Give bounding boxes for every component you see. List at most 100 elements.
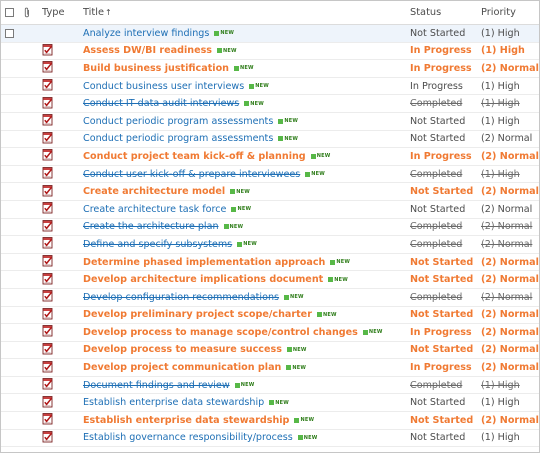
task-row[interactable]: Develop process to measure success NEW N… [1,342,539,360]
task-title-link[interactable]: Conduct project team kick-off & planning [83,150,306,162]
task-title-link[interactable]: Determine phased implementation approach [83,256,326,268]
task-row[interactable]: Create the architecture plan NEW Complet… [1,219,539,237]
type-cell [42,377,72,394]
task-title-link[interactable]: Establish enterprise data stewardship [83,414,290,426]
task-title-link[interactable]: Document findings and review [83,379,230,391]
title-cell: Develop architecture implications docume… [83,271,405,288]
task-title-link[interactable]: Assess DW/BI readiness [83,45,213,57]
task-title-link[interactable]: Create architecture task force [83,203,227,215]
row-select-cell [5,166,17,183]
select-all-checkbox[interactable] [5,8,14,17]
task-row[interactable]: Build business justification NEW In Prog… [1,60,539,78]
attachment-cell [23,271,35,288]
task-row[interactable]: Conduct IT data audit interviews NEW Com… [1,95,539,113]
task-row[interactable]: Conduct periodic program assessments NEW… [1,131,539,149]
status-cell: Completed [410,166,482,183]
task-row[interactable]: Develop configuration recommendations NE… [1,289,539,307]
task-icon [42,113,54,129]
task-row[interactable]: Conduct business user interviews NEW In … [1,78,539,96]
row-select-cell [5,394,17,411]
task-title-link[interactable]: Define and specify subsystems [83,238,233,250]
status-cell: Not Started [410,271,482,288]
row-select-checkbox[interactable] [5,28,14,38]
task-row[interactable]: Document findings and review NEW Complet… [1,377,539,395]
task-row[interactable]: Establish governance responsibility/proc… [1,430,539,448]
task-row[interactable]: Develop project communication plan NEW I… [1,359,539,377]
new-badge-label: NEW [240,65,254,72]
attachment-cell [23,254,35,271]
task-title-link[interactable]: Conduct IT data audit interviews [83,98,240,110]
task-row[interactable]: Develop process to manage scope/control … [1,324,539,342]
status-cell: In Progress [410,78,482,95]
task-row[interactable]: Create architecture task force NEW Not S… [1,201,539,219]
task-title-link[interactable]: Establish governance responsibility/proc… [83,432,293,444]
title-cell: Establish enterprise data stewardship NE… [83,412,405,429]
priority-cell: (2) Normal [481,183,539,200]
task-title-link[interactable]: Develop process to measure success [83,344,282,356]
task-title-link[interactable]: Create architecture model [83,186,226,198]
type-cell [42,307,72,324]
new-badge-icon [234,65,239,71]
task-row[interactable]: Develop architecture implications docume… [1,271,539,289]
task-title-link[interactable]: Develop configuration recommendations [83,291,280,303]
row-select-cell [5,236,17,253]
task-title-link[interactable]: Conduct user kick-off & prepare intervie… [83,168,301,180]
type-cell [42,148,72,165]
new-badge: NEW [217,48,237,54]
task-row[interactable]: Define and specify subsystems NEW Comple… [1,236,539,254]
priority-value: (2) Normal [481,62,539,74]
task-row[interactable]: Conduct user kick-off & prepare intervie… [1,166,539,184]
task-icon [42,96,54,112]
task-row[interactable]: Establish enterprise data stewardship NE… [1,394,539,413]
new-badge-label: NEW [237,206,252,213]
task-row[interactable]: Determine phased implementation approach… [1,254,539,272]
task-row[interactable]: Assess DW/BI readiness NEW In Progress (… [1,43,539,61]
title-cell: Document findings and review NEW [83,377,405,394]
status-value: Not Started [410,309,474,321]
status-column-header[interactable]: Status [410,7,442,18]
priority-cell: (1) High [481,43,539,60]
task-title-link[interactable]: Conduct periodic program assessments [83,115,274,127]
new-badge-icon [294,417,300,423]
new-badge-icon [286,347,292,353]
task-row[interactable]: Establish enterprise data stewardship NE… [1,412,539,430]
new-badge-label: NEW [229,223,244,230]
row-select-cell [5,201,17,218]
priority-value: (2) Normal [481,362,539,374]
task-row[interactable]: Develop preliminary project scope/charte… [1,307,539,325]
priority-value: (2) Normal [481,414,539,426]
task-title-link[interactable]: Develop architecture implications docume… [83,274,324,286]
attachment-cell [23,60,35,77]
task-title-link[interactable]: Build business justification [83,62,229,74]
status-cell: Not Started [410,307,482,324]
task-title-link[interactable]: Conduct business user interviews [83,80,245,92]
attachment-header[interactable] [23,1,35,24]
type-column-header[interactable]: Type [42,7,65,18]
priority-column-header[interactable]: Priority [481,7,516,18]
task-title-link[interactable]: Conduct periodic program assessments [83,133,274,145]
task-row[interactable]: Create architecture model NEW Not Starte… [1,183,539,201]
task-title-link[interactable]: Establish enterprise data stewardship [83,397,265,409]
priority-cell: (1) High [481,78,539,95]
new-badge: NEW [234,65,254,71]
type-cell [42,430,72,447]
task-row[interactable]: Analyze interview findings NEW Not Start… [1,25,539,43]
title-cell: Conduct periodic program assessments NEW [83,113,405,130]
task-title-link[interactable]: Develop project communication plan [83,362,282,374]
priority-cell: (1) High [481,377,539,394]
task-row[interactable]: Conduct project team kick-off & planning… [1,148,539,166]
priority-value: (2) Normal [481,274,539,286]
task-title-link[interactable]: Analyze interview findings [83,27,210,39]
task-title-link[interactable]: Develop process to manage scope/control … [83,326,358,338]
task-title-link[interactable]: Develop preliminary project scope/charte… [83,309,312,321]
task-title-link[interactable]: Create the architecture plan [83,221,219,233]
new-badge: NEW [231,206,251,212]
task-icon [42,219,54,235]
task-row[interactable]: Conduct periodic program assessments NEW… [1,113,539,131]
task-icon [42,360,54,376]
priority-value: (1) High [481,27,520,39]
title-column-header[interactable]: Title ↑ [83,1,405,24]
new-badge-label: NEW [322,311,337,318]
type-cell [42,359,72,376]
status-value: Completed [410,291,463,303]
